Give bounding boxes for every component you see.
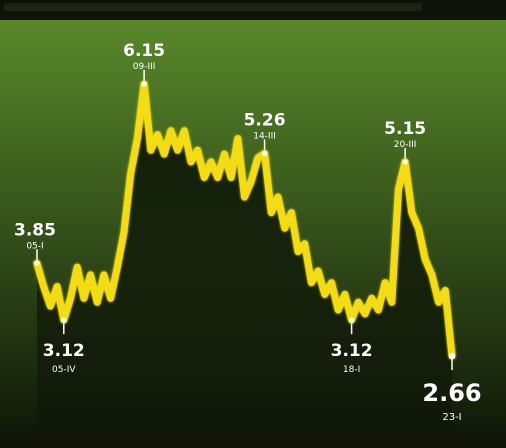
annotation-dots: [34, 81, 456, 360]
annotation-date-label: 05-I: [26, 241, 43, 251]
top-header-strip: [4, 3, 422, 11]
top-header-band: [0, 0, 506, 20]
annotation-point: [141, 81, 147, 87]
annotation-value-label: 3.12: [43, 341, 85, 361]
series-line: [33, 80, 456, 360]
annotation-value-label: 6.15: [123, 41, 165, 61]
annotation-date-label: 20-III: [394, 140, 417, 150]
annotation-date-label: 18-I: [343, 365, 360, 375]
series-area: [37, 84, 452, 436]
annotation-value-label: 5.15: [384, 119, 426, 139]
annotation-point: [261, 150, 268, 156]
annotation-point: [448, 352, 456, 360]
annotation-date-label: 09-III: [133, 62, 156, 72]
annotation-date-label: 14-III: [253, 131, 276, 141]
annotation-point: [402, 159, 408, 165]
annotation-value-label: 5.26: [244, 110, 286, 130]
annotation-value-label: 3.85: [14, 220, 56, 240]
annotation-value-label: 3.12: [331, 341, 373, 361]
annotation-point: [348, 317, 355, 323]
annotation-date-label: 23-I: [442, 412, 461, 423]
annotation-point: [34, 260, 40, 266]
annotation-point: [61, 317, 67, 323]
annotation-date-label: 05-IV: [52, 365, 76, 375]
bottom-band: [0, 436, 506, 448]
annotation-value-label: 2.66: [422, 379, 481, 407]
